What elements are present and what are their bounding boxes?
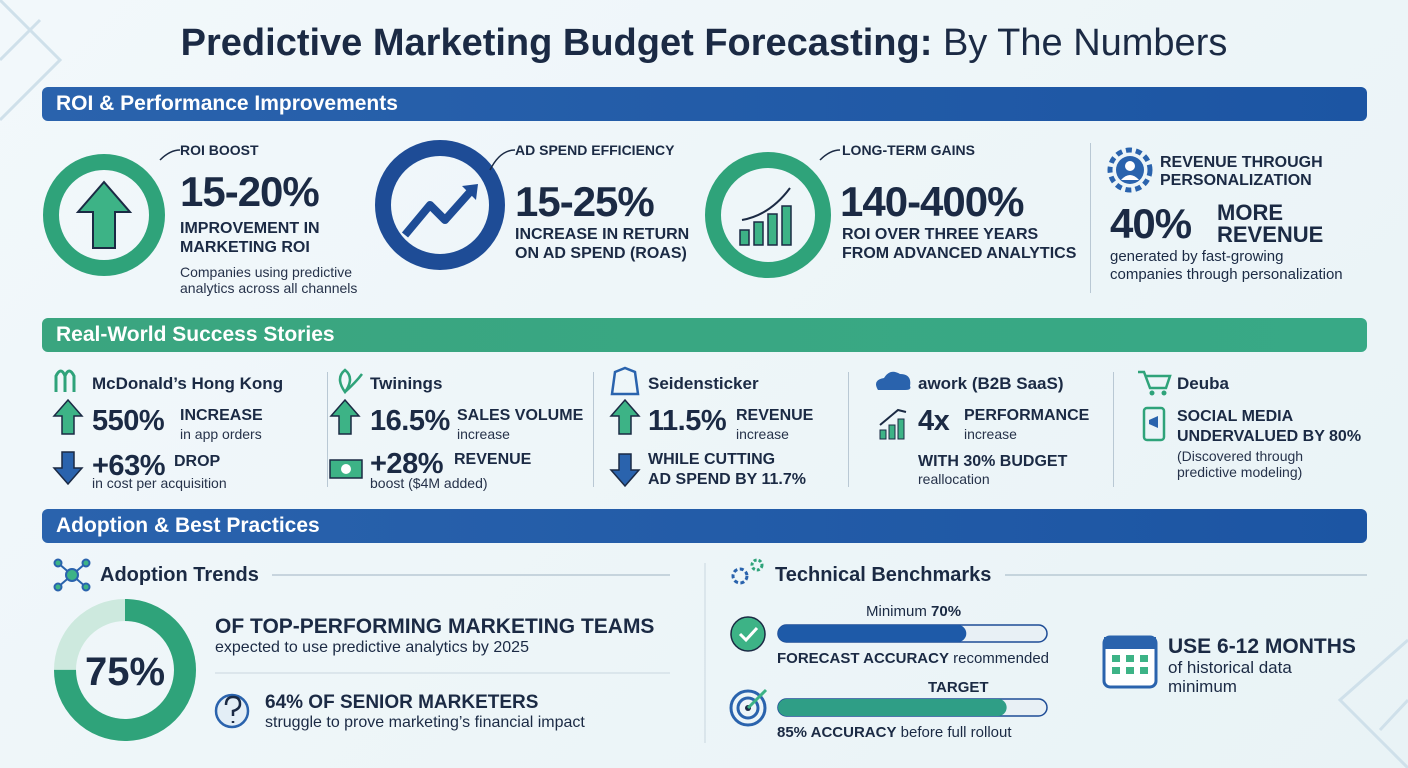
bar-caption: TARGET bbox=[928, 679, 989, 696]
company: awork (B2B SaaS) bbox=[918, 374, 1064, 393]
card-stat: 40% bbox=[1110, 200, 1192, 247]
divider bbox=[1113, 372, 1114, 487]
history-sub: minimum bbox=[1168, 677, 1237, 696]
card-desc: MARKETING ROI bbox=[180, 239, 310, 256]
section-bar: ROI & Performance Improvements bbox=[42, 87, 1367, 121]
roi-icons bbox=[43, 140, 1153, 278]
story-sub: in app orders bbox=[180, 426, 262, 442]
card-stat: 15-20% bbox=[180, 168, 320, 215]
card-note: generated by fast-growing bbox=[1110, 248, 1284, 265]
story-sub: reallocation bbox=[918, 471, 990, 487]
story-note: SOCIAL MEDIA bbox=[1177, 408, 1294, 425]
history-sub: of historical data bbox=[1168, 658, 1292, 677]
card-note: analytics across all channels bbox=[180, 280, 358, 296]
story-note: WITH 30% BUDGET bbox=[918, 453, 1068, 470]
bar-value-label: 70% bbox=[931, 603, 962, 620]
page-title: Predictive Marketing Budget Forecasting:… bbox=[0, 22, 1408, 65]
story-stat: +28% bbox=[370, 448, 443, 480]
ring-label: 75% bbox=[84, 650, 166, 694]
sub-heading: Adoption Trends bbox=[100, 564, 259, 586]
card-label: LONG-TERM GAINS bbox=[842, 142, 975, 158]
bar-caption: FORECAST ACCURACY recommended bbox=[777, 650, 1049, 667]
card-desc: INCREASE IN RETURN bbox=[515, 226, 690, 243]
bar-fill bbox=[778, 699, 1007, 716]
history-stat: USE 6-12 MONTHS bbox=[1168, 635, 1356, 658]
divider bbox=[848, 372, 849, 487]
story-sub: increase bbox=[457, 426, 510, 442]
card-stat: 15-25% bbox=[515, 178, 655, 225]
bar-caption: 85% ACCURACY before full rollout bbox=[777, 724, 1012, 741]
story-label: INCREASE bbox=[180, 407, 263, 424]
divider bbox=[1090, 143, 1091, 293]
story-stat: 4x bbox=[918, 405, 950, 437]
company: Twinings bbox=[370, 374, 443, 393]
card-note: Companies using predictive bbox=[180, 264, 352, 280]
trend-sub: struggle to prove marketing’s financial … bbox=[265, 714, 585, 731]
bar-caption: Minimum 70% bbox=[866, 603, 961, 620]
story-stat: 16.5% bbox=[370, 405, 450, 437]
card-label: AD SPEND EFFICIENCY bbox=[515, 142, 675, 158]
story-icons bbox=[52, 366, 1172, 488]
sub-heading: Technical Benchmarks bbox=[775, 564, 992, 586]
card-label: ROI BOOST bbox=[180, 142, 259, 158]
story-sub: increase bbox=[736, 426, 789, 442]
card-stat: 140-400% bbox=[840, 178, 1024, 225]
card-label: PERSONALIZATION bbox=[1160, 172, 1312, 189]
story-label: REVENUE bbox=[736, 407, 814, 424]
story-sub: (Discovered through bbox=[1177, 448, 1304, 464]
section-bar: Adoption & Best Practices bbox=[42, 509, 1367, 543]
adoption-graphics bbox=[53, 558, 1367, 743]
company: Seidensticker bbox=[648, 374, 759, 393]
section-bar: Real-World Success Stories bbox=[42, 318, 1367, 352]
story-note: AD SPEND BY 11.7% bbox=[648, 471, 806, 488]
title-light: By The Numbers bbox=[942, 22, 1228, 64]
title-strong: Predictive Marketing Budget Forecasting: bbox=[180, 22, 933, 64]
story-sub: predictive modeling) bbox=[1177, 464, 1303, 480]
story-label: PERFORMANCE bbox=[964, 407, 1090, 424]
story-sub: boost ($4M added) bbox=[370, 475, 488, 491]
ring-arc bbox=[54, 599, 196, 741]
divider bbox=[327, 372, 328, 487]
trend-sub: expected to use predictive analytics by … bbox=[215, 639, 529, 656]
bar-value-label: 85% ACCURACY bbox=[777, 724, 897, 741]
company: Deuba bbox=[1177, 374, 1229, 393]
bar-caption-text: recommended bbox=[953, 650, 1050, 667]
story-note: UNDERVALUED BY 80% bbox=[1177, 428, 1362, 445]
story-label: REVENUE bbox=[454, 451, 532, 468]
card-note: companies through personalization bbox=[1110, 266, 1343, 283]
card-stat-text: REVENUE bbox=[1217, 222, 1324, 247]
company: McDonald’s Hong Kong bbox=[92, 374, 284, 393]
bar-caption-text: before full rollout bbox=[900, 724, 1012, 741]
bar-fill bbox=[778, 625, 967, 642]
story-label: SALES VOLUME bbox=[457, 407, 584, 424]
story-sub: increase bbox=[964, 426, 1017, 442]
card-desc: ROI OVER THREE YEARS bbox=[842, 226, 1039, 243]
bar-caption-text: Minimum bbox=[866, 603, 927, 620]
story-sub: in cost per acquisition bbox=[92, 475, 227, 491]
trend-stat: OF TOP-PERFORMING MARKETING TEAMS bbox=[215, 615, 655, 638]
bar-caption-strong: FORECAST ACCURACY bbox=[777, 650, 949, 667]
card-desc: FROM ADVANCED ANALYTICS bbox=[842, 245, 1077, 262]
card-desc: IMPROVEMENT IN bbox=[180, 220, 320, 237]
card-desc: ON AD SPEND (ROAS) bbox=[515, 245, 687, 262]
story-stat: +63% bbox=[92, 450, 165, 482]
trend-stat: 64% OF SENIOR MARKETERS bbox=[265, 692, 539, 713]
story-label: DROP bbox=[174, 453, 221, 470]
card-label: REVENUE THROUGH bbox=[1160, 154, 1323, 171]
story-note: WHILE CUTTING bbox=[648, 451, 776, 468]
story-stat: 11.5% bbox=[648, 405, 727, 437]
card-stat-text: MORE bbox=[1217, 200, 1283, 225]
story-stat: 550% bbox=[92, 405, 165, 437]
divider bbox=[593, 372, 594, 487]
